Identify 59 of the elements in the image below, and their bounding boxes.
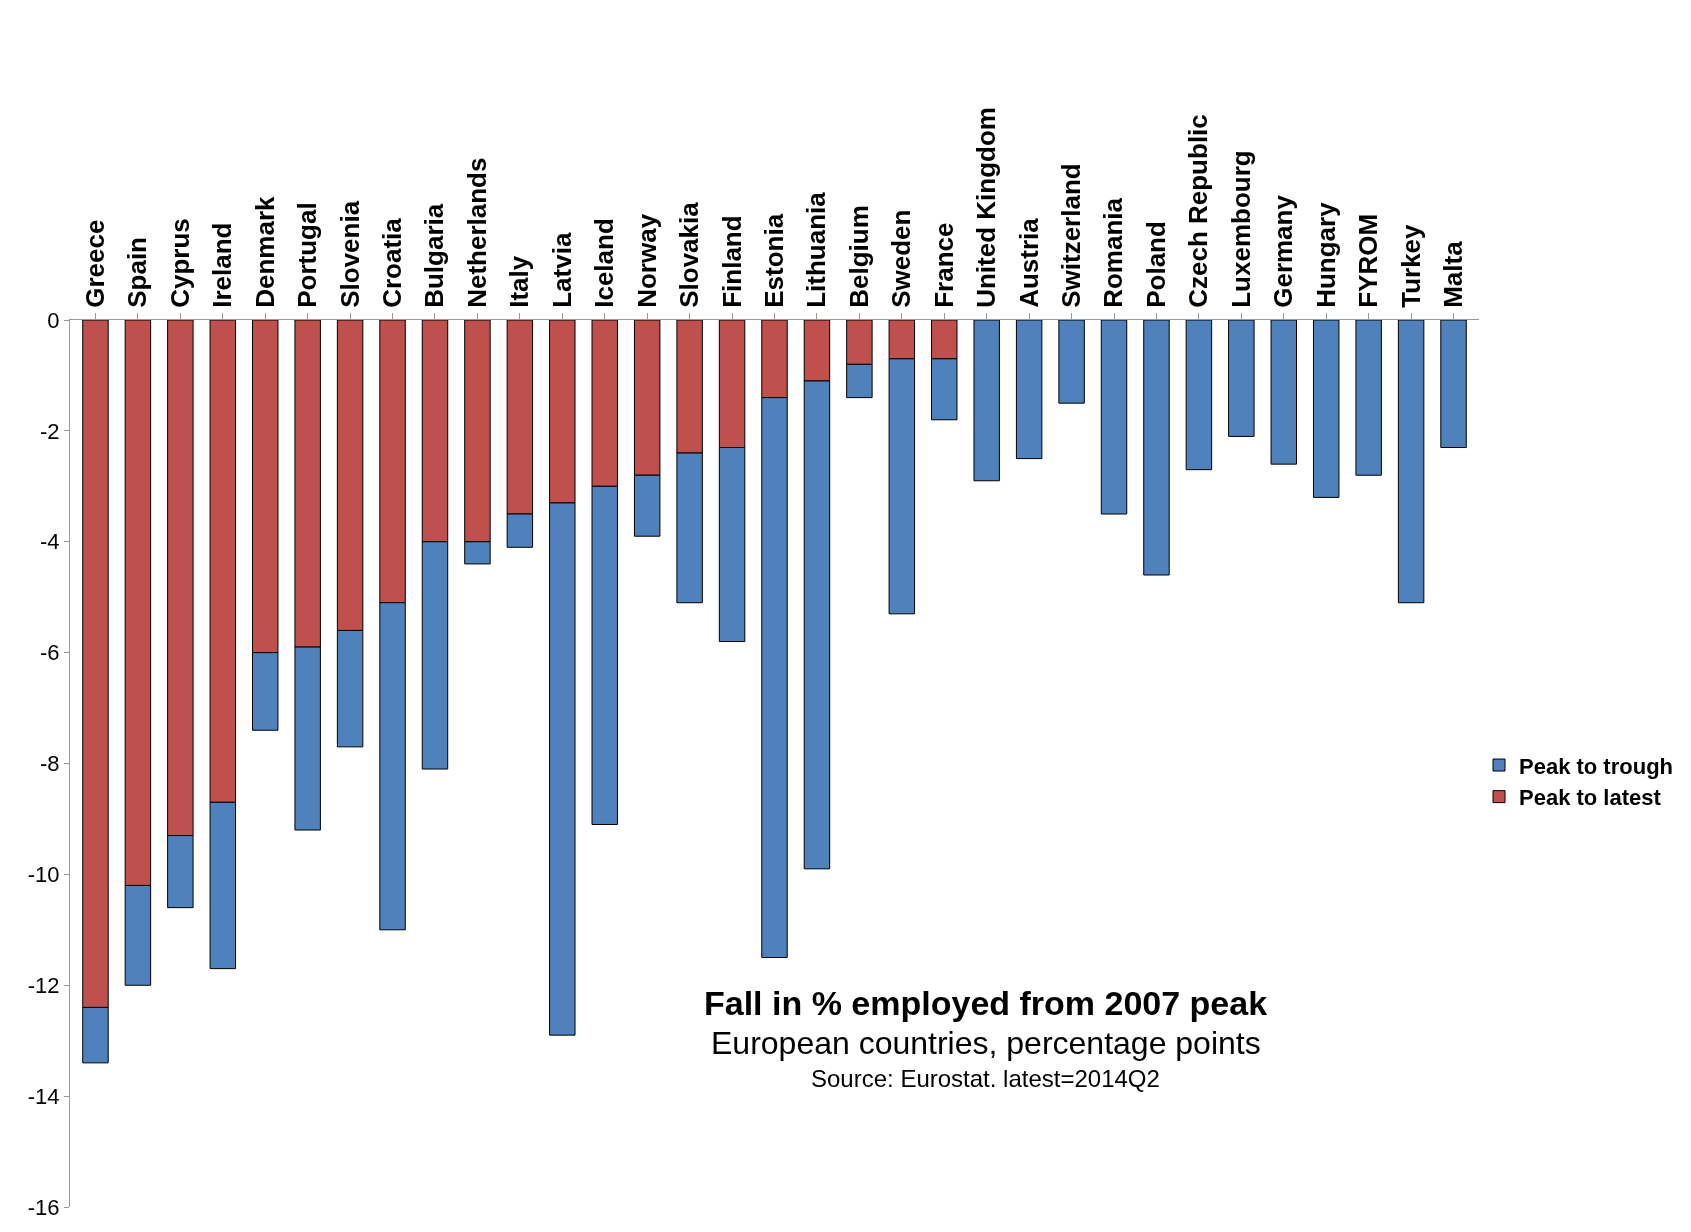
x-tick-label: Lithuania [801, 191, 832, 308]
x-tick-label: Austria [1013, 217, 1044, 308]
x-tick-label: Iceland [589, 218, 620, 308]
text: European countries, percentage points [711, 1025, 1261, 1061]
x-tick-label: Ireland [207, 222, 238, 308]
y-tick-label: -10 [27, 862, 60, 888]
x-tick-label: Belgium [843, 205, 874, 308]
legend-label: Peak to trough [1519, 753, 1674, 779]
bar [1100, 320, 1128, 515]
bar [1015, 320, 1043, 460]
x-tick-label: France [928, 222, 959, 308]
x-tick-label: Netherlands [461, 157, 492, 308]
x-tick-label: Estonia [758, 213, 789, 308]
y-tick-label: -8 [40, 751, 60, 777]
x-tick-label: Malta [1437, 240, 1468, 308]
bar [1228, 320, 1255, 437]
x-tick-label: United Kingdom [971, 107, 1002, 308]
annotation: Source: Eurostat. latest=2014Q2 [811, 1065, 1160, 1092]
x-tick-label: Poland [1140, 221, 1171, 308]
bar [1270, 320, 1298, 465]
bar [973, 320, 1000, 482]
y-tick-label: -16 [27, 1194, 60, 1220]
x-tick-label: Norway [631, 213, 662, 308]
x-tick-label: Hungary [1310, 201, 1341, 308]
x-tick-label: Latvia [546, 232, 577, 308]
x-tick-label: Czech Republic [1183, 114, 1214, 308]
bar [1397, 320, 1425, 604]
x-tick-label: Italy [504, 255, 535, 308]
y-tick-label: -2 [40, 418, 60, 444]
x-tick-label: Bulgaria [419, 203, 450, 308]
text: Fall in % employed from 2007 peak [704, 984, 1268, 1022]
x-tick-label: Romania [1098, 197, 1129, 308]
x-tick-label: Cyprus [164, 218, 195, 308]
legend-label: Peak to latest [1519, 785, 1662, 811]
x-tick-label: Switzerland [1056, 163, 1087, 308]
bar [1312, 320, 1340, 498]
x-tick-label: Sweden [886, 209, 917, 308]
bar [1058, 320, 1085, 404]
x-tick-label: Denmark [249, 195, 280, 308]
x-tick-label: Greece [79, 219, 110, 308]
bar [1143, 320, 1170, 576]
x-tick-label: Spain [122, 237, 153, 308]
x-tick-label: Germany [1268, 194, 1299, 308]
x-tick-label: Slovenia [334, 200, 365, 308]
bar [1185, 320, 1213, 471]
x-tick-label: Slovakia [674, 201, 705, 308]
y-tick-label: 0 [47, 307, 60, 333]
y-tick-label: -14 [27, 1083, 60, 1109]
x-tick-label: FYROM [1353, 213, 1384, 308]
y-tick-label: -12 [27, 972, 60, 998]
x-tick-label: Luxembourg [1225, 150, 1256, 308]
y-tick-label: -4 [40, 529, 60, 555]
x-tick-label: Portugal [292, 202, 323, 308]
x-tick-label: Turkey [1395, 223, 1426, 308]
y-tick-label: -6 [40, 640, 60, 666]
x-tick-label: Finland [716, 215, 747, 308]
bar [1440, 320, 1467, 449]
x-tick-label: Croatia [376, 217, 407, 308]
bar [1355, 320, 1382, 476]
